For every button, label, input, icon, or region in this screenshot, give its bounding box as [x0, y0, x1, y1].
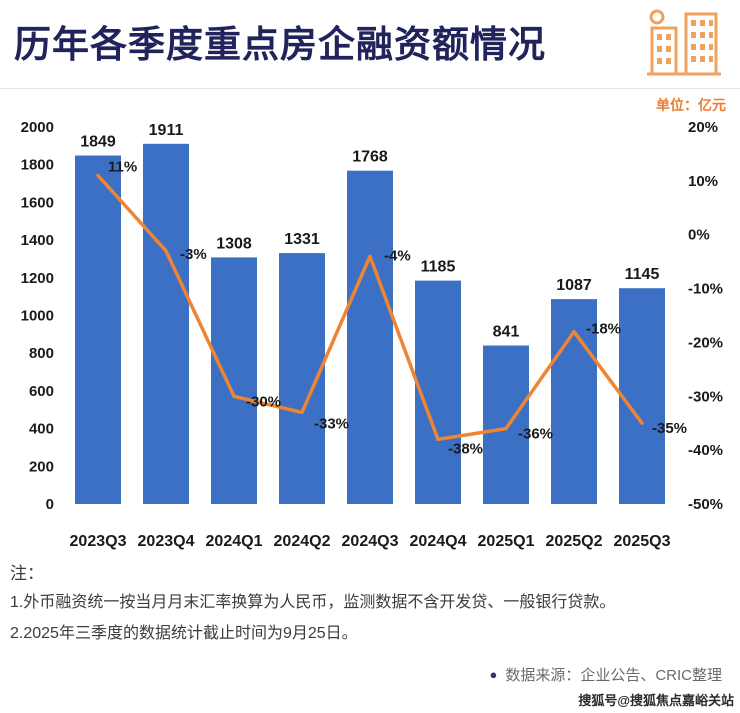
- svg-text:1911: 1911: [149, 122, 184, 139]
- unit-label: 单位：亿元: [656, 97, 726, 113]
- note-item-1: 1.外币融资统一按当月月末汇率换算为人民币，监测数据不含开发贷、一般银行贷款。: [10, 594, 616, 612]
- source-row: ● 数据来源：企业公告、CRIC整理: [489, 664, 722, 685]
- svg-text:1200: 1200: [21, 270, 54, 287]
- svg-text:2000: 2000: [21, 119, 54, 136]
- building-icon: [647, 9, 721, 76]
- line-labels: 11% -3% -30% -33% -4% -38% -36% -18% -35%: [108, 159, 687, 458]
- notes: 注： 1.外币融资统一按当月月末汇率换算为人民币，监测数据不含开发贷、一般银行贷…: [10, 560, 730, 650]
- svg-text:1000: 1000: [21, 308, 54, 325]
- svg-text:1600: 1600: [21, 194, 54, 211]
- svg-text:10%: 10%: [688, 173, 718, 190]
- svg-text:1849: 1849: [80, 134, 116, 151]
- svg-text:-4%: -4%: [384, 247, 411, 264]
- header: 历年各季度重点房企融资额情况: [0, 0, 740, 88]
- svg-text:1768: 1768: [352, 149, 388, 166]
- source-bullet-icon: ●: [489, 667, 498, 682]
- svg-text:-10%: -10%: [688, 281, 723, 298]
- notes-label: 注：: [10, 564, 44, 583]
- note-item-2: 2.2025年三季度的数据统计截止时间为9月25日。: [10, 625, 358, 643]
- growth-line: [96, 173, 644, 442]
- svg-text:2024Q4: 2024Q4: [410, 533, 467, 550]
- svg-text:-30%: -30%: [246, 393, 281, 410]
- svg-text:1400: 1400: [21, 232, 54, 249]
- svg-text:-35%: -35%: [652, 420, 687, 437]
- x-axis-labels: 2023Q3 2023Q4 2024Q1 2024Q2 2024Q3 2024Q4 2025…: [70, 533, 671, 550]
- svg-text:-20%: -20%: [688, 334, 723, 351]
- svg-text:-40%: -40%: [688, 442, 723, 459]
- svg-text:0: 0: [46, 496, 54, 513]
- svg-text:1087: 1087: [556, 277, 592, 294]
- svg-text:20%: 20%: [688, 119, 718, 136]
- svg-text:2023Q3: 2023Q3: [70, 533, 127, 550]
- svg-text:-38%: -38%: [448, 440, 483, 457]
- chart-svg: 0 200 400 600 800 1000 1200 1400 1600 1800 2000 20%…: [21, 119, 723, 550]
- svg-text:2024Q3: 2024Q3: [342, 533, 399, 550]
- left-axis: 0 200 400 600 800 1000 1200 1400 1600 1800 2000: [21, 119, 54, 513]
- financing-chart: 0 200 400 600 800 1000 1200 1400 1600 1800 2000 20%…: [0, 112, 740, 560]
- svg-text:-30%: -30%: [688, 388, 723, 405]
- svg-text:2024Q1: 2024Q1: [206, 533, 263, 550]
- bar-labels: 1849 1911 1308 1331 1768 1185 841 1087 1145: [80, 122, 659, 341]
- page-title: 历年各季度重点房企融资额情况: [14, 24, 546, 65]
- svg-text:1145: 1145: [625, 266, 660, 283]
- svg-text:2025Q1: 2025Q1: [478, 533, 535, 550]
- svg-text:-3%: -3%: [180, 246, 207, 263]
- bars: [75, 143, 665, 505]
- svg-text:1331: 1331: [284, 231, 320, 248]
- svg-text:-33%: -33%: [314, 415, 349, 432]
- source-text: 数据来源：企业公告、CRIC整理: [505, 667, 722, 684]
- svg-text:2025Q2: 2025Q2: [546, 533, 603, 550]
- svg-text:1185: 1185: [421, 259, 456, 276]
- svg-text:11%: 11%: [108, 159, 137, 176]
- svg-text:1308: 1308: [216, 235, 252, 252]
- svg-text:2023Q4: 2023Q4: [138, 533, 195, 550]
- svg-text:-18%: -18%: [586, 321, 621, 338]
- svg-text:2024Q2: 2024Q2: [274, 533, 331, 550]
- header-divider: [0, 88, 740, 89]
- svg-text:-36%: -36%: [518, 426, 553, 443]
- svg-text:600: 600: [29, 383, 54, 400]
- svg-text:-50%: -50%: [688, 496, 723, 513]
- svg-text:400: 400: [29, 421, 54, 438]
- right-axis: 20% 10% 0% -10% -20% -30% -40% -50%: [688, 119, 723, 513]
- svg-text:800: 800: [29, 345, 54, 362]
- svg-text:841: 841: [493, 324, 520, 341]
- svg-text:200: 200: [29, 458, 54, 475]
- svg-text:1800: 1800: [21, 157, 54, 174]
- svg-text:0%: 0%: [688, 227, 710, 244]
- svg-text:2025Q3: 2025Q3: [614, 533, 671, 550]
- footer-watermark: 搜狐号@搜狐焦点嘉峪关站: [578, 693, 734, 708]
